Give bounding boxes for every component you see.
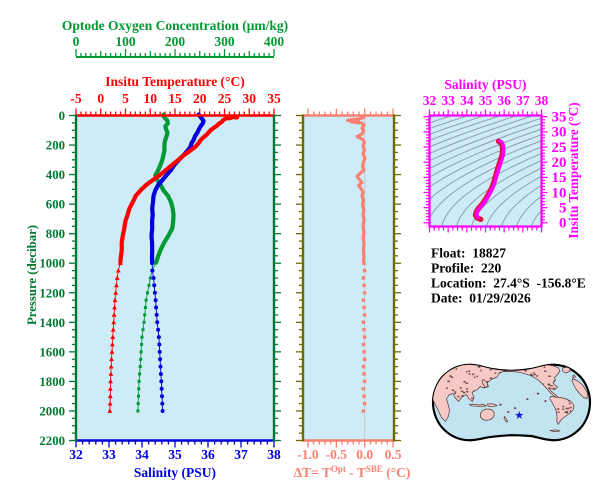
svg-text:5: 5 <box>122 91 129 106</box>
svg-text:36: 36 <box>201 447 215 462</box>
svg-text:32: 32 <box>423 93 437 108</box>
svg-text:300: 300 <box>214 34 235 49</box>
svg-text:1800: 1800 <box>39 375 65 389</box>
svg-text:33: 33 <box>102 447 116 462</box>
svg-text:10: 10 <box>144 91 158 106</box>
svg-text:Insitu Temperature (°C): Insitu Temperature (°C) <box>105 74 244 89</box>
svg-text:35: 35 <box>552 110 567 126</box>
svg-text:15: 15 <box>552 170 567 186</box>
svg-text:2000: 2000 <box>39 404 65 418</box>
svg-text:Salinity (PSU): Salinity (PSU) <box>444 77 526 92</box>
svg-text:100: 100 <box>115 34 136 49</box>
svg-text:30: 30 <box>552 125 567 141</box>
svg-text:ΔT= TOpt - TSBE (°C): ΔT= TOpt - TSBE (°C) <box>294 464 411 480</box>
svg-text:25: 25 <box>552 140 567 156</box>
svg-text:1400: 1400 <box>39 316 65 330</box>
svg-text:Pressure (decibar): Pressure (decibar) <box>25 225 39 325</box>
svg-text:-1.0: -1.0 <box>297 447 319 462</box>
svg-text:5: 5 <box>559 200 567 216</box>
svg-text:35: 35 <box>267 91 281 106</box>
svg-text:0.0: 0.0 <box>356 447 373 462</box>
svg-text:800: 800 <box>46 227 65 241</box>
svg-text:20: 20 <box>552 155 567 171</box>
svg-text:32: 32 <box>69 447 83 462</box>
svg-text:0: 0 <box>559 216 567 232</box>
svg-text:0: 0 <box>97 91 104 106</box>
svg-text:600: 600 <box>46 198 65 212</box>
svg-text:Profile: 220: Profile: 220 <box>431 261 501 276</box>
svg-text:200: 200 <box>46 139 65 153</box>
svg-text:Optode Oxygen Concentration (μ: Optode Oxygen Concentration (μm/kg) <box>62 18 288 33</box>
svg-text:38: 38 <box>267 447 281 462</box>
svg-text:20: 20 <box>193 91 207 106</box>
svg-text:35: 35 <box>479 93 493 108</box>
svg-text:35: 35 <box>168 447 182 462</box>
svg-text:400: 400 <box>264 34 285 49</box>
svg-text:38: 38 <box>535 93 549 108</box>
svg-text:0: 0 <box>73 34 80 49</box>
svg-text:400: 400 <box>46 168 65 182</box>
svg-text:Float: 18827: Float: 18827 <box>431 246 506 261</box>
svg-text:Date: 01/29/2026: Date: 01/29/2026 <box>431 291 531 306</box>
svg-text:33: 33 <box>441 93 455 108</box>
svg-text:Salinity (PSU): Salinity (PSU) <box>134 465 216 480</box>
svg-text:2200: 2200 <box>39 434 65 448</box>
svg-text:10: 10 <box>552 185 567 201</box>
svg-text:36: 36 <box>497 93 511 108</box>
svg-text:1600: 1600 <box>39 345 65 359</box>
svg-text:1000: 1000 <box>39 257 65 271</box>
svg-text:Location: 27.4°S -156.8°E: Location: 27.4°S -156.8°E <box>431 276 586 291</box>
svg-text:1200: 1200 <box>39 286 65 300</box>
svg-text:30: 30 <box>243 91 257 106</box>
svg-text:Insitu Temperature (°C): Insitu Temperature (°C) <box>566 102 581 238</box>
svg-text:0.5: 0.5 <box>385 447 402 462</box>
svg-text:15: 15 <box>168 91 182 106</box>
svg-text:-0.5: -0.5 <box>326 447 348 462</box>
svg-text:37: 37 <box>516 93 530 108</box>
svg-text:25: 25 <box>218 91 232 106</box>
svg-text:34: 34 <box>135 447 149 462</box>
svg-text:0: 0 <box>59 109 65 123</box>
svg-text:37: 37 <box>234 447 248 462</box>
svg-text:-5: -5 <box>70 91 81 106</box>
svg-text:34: 34 <box>460 93 474 108</box>
svg-text:200: 200 <box>165 34 186 49</box>
